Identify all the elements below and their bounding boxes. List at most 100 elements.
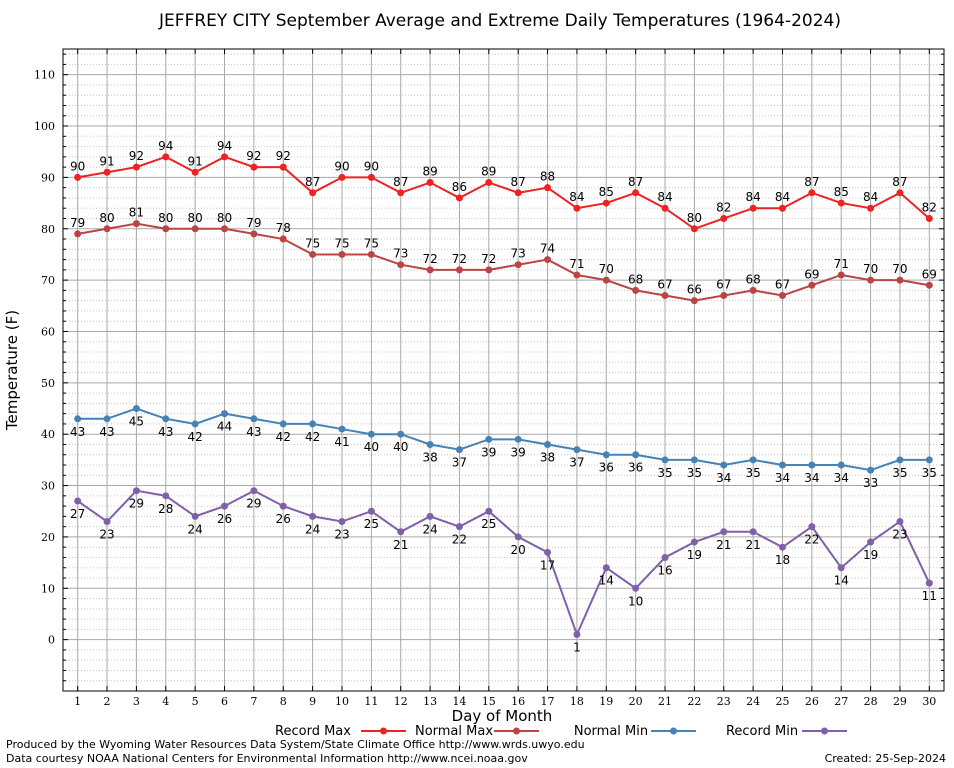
data-label-record-min: 28 <box>158 502 173 516</box>
data-point-record-min <box>720 528 728 536</box>
data-point-normal-max <box>749 286 757 294</box>
data-point-record-max <box>338 173 346 181</box>
data-point-record-max <box>573 204 581 212</box>
data-label-normal-max: 81 <box>129 206 144 220</box>
data-label-record-min: 19 <box>687 548 702 562</box>
data-label-normal-min: 38 <box>422 450 437 464</box>
legend-item-record-min: Record Min <box>726 724 847 739</box>
data-point-normal-min <box>749 456 757 464</box>
x-tick-label: 17 <box>541 695 555 708</box>
data-point-record-min <box>485 507 493 515</box>
data-label-record-min: 1 <box>573 641 581 655</box>
data-label-record-max: 90 <box>70 159 85 173</box>
data-label-normal-max: 75 <box>334 236 349 250</box>
data-label-record-min: 29 <box>246 497 261 511</box>
x-tick-label: 8 <box>280 695 287 708</box>
y-tick-label: 20 <box>41 531 55 544</box>
footer-credit-line1: Produced by the Wyoming Water Resources … <box>6 738 585 751</box>
data-label-normal-min: 38 <box>540 450 555 464</box>
data-label-record-max: 89 <box>422 165 437 179</box>
data-point-record-max <box>103 168 111 176</box>
series-record-max: 90 91 92 94 91 94 92 92 87 90 90 87 89 86 89 87 88 84 85 87… <box>70 139 937 233</box>
data-label-normal-min: 45 <box>129 415 144 429</box>
data-label-normal-max: 72 <box>422 252 437 266</box>
x-tick-label: 19 <box>599 695 613 708</box>
data-label-normal-max: 73 <box>393 247 408 261</box>
data-label-record-max: 92 <box>129 149 144 163</box>
data-label-normal-max: 70 <box>863 262 878 276</box>
data-point-normal-max <box>103 225 111 233</box>
y-tick-label: 90 <box>41 171 55 184</box>
data-point-record-min <box>632 584 640 592</box>
data-label-record-min: 23 <box>334 528 349 542</box>
data-label-normal-max: 74 <box>540 242 555 256</box>
data-point-record-max <box>602 199 610 207</box>
data-point-record-max <box>485 179 493 187</box>
data-label-record-min: 22 <box>452 533 467 547</box>
data-point-normal-min <box>544 440 552 448</box>
legend-item-normal-max: Normal Max <box>415 724 539 739</box>
y-tick-label: 50 <box>41 377 55 390</box>
data-label-normal-min: 43 <box>70 425 85 439</box>
x-tick-label: 13 <box>423 695 437 708</box>
data-point-record-max <box>837 199 845 207</box>
y-tick-label: 70 <box>41 274 55 287</box>
data-point-normal-max <box>544 256 552 264</box>
data-label-record-min: 26 <box>276 512 291 526</box>
data-point-record-min <box>837 564 845 572</box>
data-label-normal-min: 34 <box>804 471 819 485</box>
data-point-normal-max <box>896 276 904 284</box>
data-label-normal-min: 37 <box>569 456 584 470</box>
data-point-normal-min <box>162 415 170 423</box>
data-label-normal-max: 70 <box>892 262 907 276</box>
data-label-normal-max: 75 <box>305 236 320 250</box>
data-label-record-min: 23 <box>99 528 114 542</box>
data-point-normal-max <box>455 266 463 274</box>
data-point-normal-min <box>573 446 581 454</box>
data-label-record-max: 92 <box>276 149 291 163</box>
data-label-normal-max: 67 <box>775 278 790 292</box>
data-point-record-min <box>191 512 199 520</box>
data-point-record-max <box>455 194 463 202</box>
x-tick-label: 22 <box>687 695 701 708</box>
data-point-record-max <box>397 189 405 197</box>
x-tick-label: 28 <box>864 695 878 708</box>
x-tick-label: 3 <box>133 695 140 708</box>
series-line-normal-min <box>77 407 930 472</box>
data-point-normal-min <box>896 456 904 464</box>
data-point-record-min <box>221 502 229 510</box>
data-point-record-max <box>367 173 375 181</box>
legend: Record Max Normal Max Normal Min Record Min <box>275 724 847 739</box>
data-label-normal-min: 35 <box>892 466 907 480</box>
data-point-record-min <box>602 564 610 572</box>
legend-label: Record Max <box>275 724 351 739</box>
data-label-normal-min: 34 <box>834 471 849 485</box>
x-tick-label: 16 <box>511 695 525 708</box>
data-label-record-max: 84 <box>745 190 760 204</box>
data-label-normal-max: 80 <box>217 211 232 225</box>
y-tick-label: 30 <box>41 480 55 493</box>
data-point-normal-min <box>661 456 669 464</box>
data-point-normal-max <box>867 276 875 284</box>
data-point-normal-min <box>455 446 463 454</box>
data-point-record-min <box>749 528 757 536</box>
data-point-record-min <box>455 523 463 531</box>
data-point-record-min <box>132 487 140 495</box>
data-point-record-min <box>661 553 669 561</box>
data-label-record-max: 87 <box>305 175 320 189</box>
data-label-record-max: 91 <box>188 154 203 168</box>
data-point-record-max <box>191 168 199 176</box>
data-point-record-max <box>867 204 875 212</box>
data-point-normal-max <box>837 271 845 279</box>
data-point-record-max <box>514 189 522 197</box>
x-tick-label: 23 <box>717 695 731 708</box>
y-tick-label: 60 <box>41 325 55 338</box>
data-label-normal-max: 71 <box>834 257 849 271</box>
x-tick-label: 20 <box>629 695 643 708</box>
data-label-normal-min: 33 <box>863 476 878 490</box>
data-label-normal-min: 40 <box>393 440 408 454</box>
data-label-record-min: 24 <box>188 522 203 536</box>
data-label-record-min: 14 <box>599 574 614 588</box>
data-label-record-max: 85 <box>834 185 849 199</box>
